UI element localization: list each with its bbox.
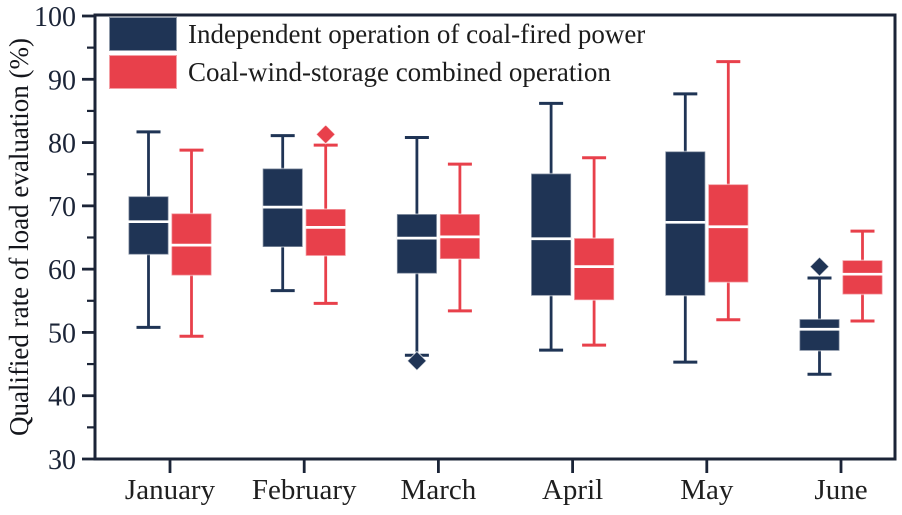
- box-february-independent: [261, 134, 304, 293]
- box-april-independent: [530, 101, 572, 352]
- legend: Independent operation of coal-fired powe…: [109, 17, 645, 89]
- y-axis-title: Qualified rate of load evaluation (%): [4, 37, 34, 437]
- legend-swatch-independent: [109, 17, 177, 51]
- box-march-independent: [396, 136, 438, 372]
- y-tick-label: 80: [48, 129, 76, 160]
- box-june-independent: [798, 256, 841, 376]
- x-tick-label: June: [814, 474, 867, 506]
- box-april-combined: [573, 156, 615, 347]
- box-june-combined: [841, 229, 884, 323]
- y-tick-label: 70: [48, 192, 76, 223]
- x-tick-label: April: [542, 474, 603, 506]
- outlier-diamond: [315, 124, 336, 145]
- box-january-independent: [127, 130, 170, 329]
- box-march-combined: [439, 162, 481, 313]
- box-february-combined: [304, 124, 347, 305]
- box-rect: [127, 195, 170, 256]
- box-may-combined: [707, 60, 750, 322]
- y-tick-label: 40: [48, 382, 76, 413]
- x-tick-label: January: [125, 474, 216, 506]
- box-january-combined: [170, 148, 213, 338]
- series-independent: [127, 92, 841, 376]
- box-rect: [798, 318, 841, 352]
- legend-label-independent: Independent operation of coal-fired powe…: [188, 18, 646, 49]
- x-tick-label: May: [680, 474, 734, 506]
- x-tick-label: February: [252, 474, 357, 506]
- y-tick-label: 50: [48, 318, 76, 349]
- y-tick-label: 90: [48, 65, 76, 96]
- box-rect: [530, 172, 572, 297]
- outlier-diamond: [406, 350, 428, 372]
- plot-frame: [93, 13, 897, 461]
- box-may-independent: [664, 92, 707, 364]
- x-tick-label: March: [401, 474, 477, 506]
- box-rect: [707, 183, 750, 284]
- y-tick-label: 60: [48, 255, 76, 286]
- box-rect: [841, 259, 884, 296]
- legend-swatch-combined: [109, 55, 177, 89]
- box-rect: [396, 213, 438, 275]
- box-rect: [304, 208, 347, 257]
- y-tick-label: 30: [48, 445, 76, 476]
- outlier-diamond: [809, 256, 830, 277]
- box-rect: [573, 237, 615, 301]
- series-combined: [170, 60, 884, 347]
- legend-item-combined: Coal-wind-storage combined operation: [109, 55, 645, 89]
- y-tick-label: 100: [34, 2, 76, 33]
- legend-label-combined: Coal-wind-storage combined operation: [188, 56, 611, 87]
- legend-item-independent: Independent operation of coal-fired powe…: [109, 17, 645, 51]
